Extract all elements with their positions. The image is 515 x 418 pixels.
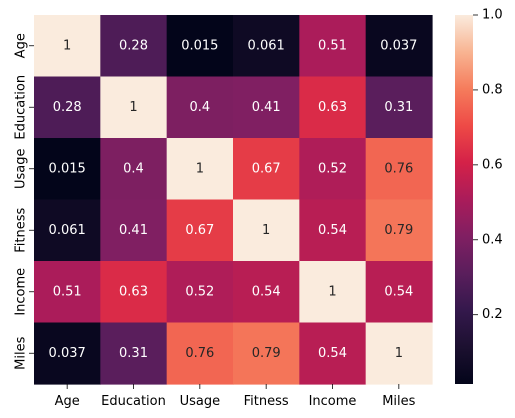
heatmap-cell-miles-miles [365, 322, 433, 385]
x-tick-label-fitness: Fitness [244, 394, 289, 409]
heatmap-cell-label: 0.015 [49, 161, 86, 176]
heatmap-cell-income-fitness [233, 261, 300, 324]
heatmap-cell-label: 0.31 [119, 346, 148, 361]
heatmap-cell-education-miles [365, 76, 433, 139]
heatmap-cell-label: 0.79 [384, 223, 413, 238]
heatmap-cell-income-income [299, 261, 367, 324]
colorbar-tick-label: 1.0 [482, 8, 503, 23]
heatmap-cell-label: 0.037 [49, 346, 86, 361]
heatmap-cell-fitness-income [299, 199, 367, 262]
heatmap-cell-label: 0.51 [53, 284, 82, 299]
y-tick-label-fitness: Fitness [14, 208, 29, 253]
heatmap-cell-label: 0.015 [181, 38, 218, 53]
heatmap-cell-label: 0.76 [185, 346, 214, 361]
heatmap-cell-label: 0.31 [384, 100, 413, 115]
heatmap-cell-label: 0.28 [53, 100, 82, 115]
heatmap-cell-label: 0.54 [252, 284, 281, 299]
heatmap-cell-miles-income [299, 322, 367, 385]
heatmap-cell-usage-fitness [233, 138, 300, 201]
heatmap-cell-fitness-age [34, 199, 101, 262]
heatmap-cell-fitness-usage [166, 199, 234, 262]
heatmap-cell-education-education [100, 76, 168, 139]
heatmap-cell-label: 0.63 [119, 284, 148, 299]
heatmap-cell-label: 0.061 [248, 38, 285, 53]
heatmap-cell-income-miles [365, 261, 433, 324]
heatmap-cell-label: 0.037 [380, 38, 417, 53]
colorbar-tick-label: 0.6 [482, 157, 503, 172]
y-tick-label-income: Income [14, 268, 29, 316]
heatmap-cell-age-miles [365, 15, 433, 78]
heatmap-cell-usage-income [299, 138, 367, 201]
heatmap-cell-label: 0.41 [252, 100, 281, 115]
x-axis-ticks: Age Education Usage Fitness Income Miles [55, 384, 416, 409]
heatmap-cell-label: 1 [328, 284, 336, 299]
heatmap-cell-income-education [100, 261, 168, 324]
heatmap-cell-miles-age [34, 322, 101, 385]
heatmap-cell-age-fitness [233, 15, 300, 78]
colorbar: 0.2 0.4 0.6 0.8 1.0 [455, 8, 503, 384]
x-tick-label-age: Age [55, 394, 80, 409]
heatmap-cell-label: 0.76 [384, 161, 413, 176]
heatmap-cell-label: 0.4 [123, 161, 144, 176]
heatmap-cell-label: 1 [129, 100, 137, 115]
heatmap-cell-age-usage [166, 15, 234, 78]
heatmap-cell-label: 0.51 [318, 38, 347, 53]
heatmap-cell-label: 0.52 [185, 284, 214, 299]
heatmap-cell-education-age [34, 76, 101, 139]
x-tick-label-miles: Miles [382, 394, 415, 409]
heatmap-cell-label: 1 [196, 161, 204, 176]
y-axis-ticks: Age Education Usage Fitness Income Miles [14, 33, 34, 370]
heatmap-cell-label: 0.54 [318, 223, 347, 238]
heatmap-cell-education-usage [166, 76, 234, 139]
heatmap-cell-fitness-education [100, 199, 168, 262]
heatmap-cell-label: 1 [63, 38, 71, 53]
heatmap-cell-label: 0.4 [189, 100, 210, 115]
heatmap-cell-label: 0.41 [119, 223, 148, 238]
y-tick-label-age: Age [14, 33, 29, 58]
heatmap-cell-usage-usage [166, 138, 234, 201]
heatmap-cell-label: 0.79 [252, 346, 281, 361]
colorbar-gradient [455, 15, 473, 384]
heatmap-cell-age-income [299, 15, 367, 78]
heatmap-cell-miles-education [100, 322, 168, 385]
heatmap-cell-label: 0.54 [384, 284, 413, 299]
heatmap-cell-age-education [100, 15, 168, 78]
y-tick-label-miles: Miles [14, 336, 29, 369]
heatmap-cell-fitness-miles [365, 199, 433, 262]
heatmap-cell-income-age [34, 261, 101, 324]
heatmap-cell-label: 0.63 [318, 100, 347, 115]
heatmap-cell-label: 0.54 [318, 346, 347, 361]
heatmap-cell-label: 0.061 [49, 223, 86, 238]
y-tick-label-education: Education [14, 75, 29, 140]
heatmap-cell-usage-age [34, 138, 101, 201]
heatmap-cell-label: 0.67 [185, 223, 214, 238]
heatmap-cell-label: 1 [262, 223, 270, 238]
heatmap-cell-usage-miles [365, 138, 433, 201]
heatmap-cell-label: 0.52 [318, 161, 347, 176]
y-tick-label-usage: Usage [14, 148, 29, 189]
heatmap-cell-education-income [299, 76, 367, 139]
x-tick-label-income: Income [309, 394, 357, 409]
heatmap-cell-usage-education [100, 138, 168, 201]
heatmap-cell-label: 0.28 [119, 38, 148, 53]
colorbar-tick-label: 0.2 [482, 307, 503, 322]
heatmap-cells [34, 15, 433, 385]
heatmap-cell-miles-fitness [233, 322, 300, 385]
heatmap-cell-fitness-fitness [233, 199, 300, 262]
x-tick-label-education: Education [101, 394, 166, 409]
heatmap-cell-income-usage [166, 261, 234, 324]
heatmap-cell-miles-usage [166, 322, 234, 385]
colorbar-tick-label: 0.4 [482, 232, 503, 247]
x-tick-label-usage: Usage [180, 394, 221, 409]
heatmap-cell-label: 1 [395, 346, 403, 361]
colorbar-tick-label: 0.8 [482, 82, 503, 97]
heatmap-cell-education-fitness [233, 76, 300, 139]
heatmap-cell-age-age [34, 15, 101, 78]
heatmap-cell-label: 0.67 [252, 161, 281, 176]
